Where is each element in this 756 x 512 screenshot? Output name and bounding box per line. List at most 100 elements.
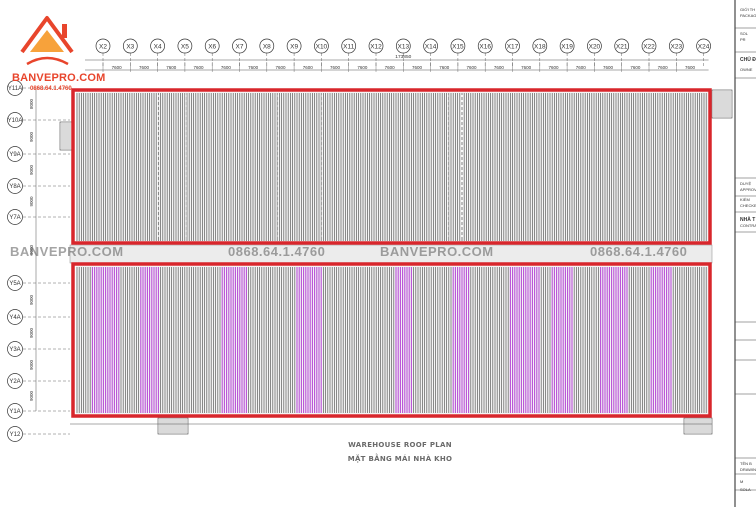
grid-row-label: Y12 xyxy=(10,432,21,438)
grid-bubble xyxy=(7,426,23,442)
title-block-label: PR xyxy=(740,37,746,42)
dimension-text: 7600 xyxy=(412,65,423,70)
title-block-label: CHECKE xyxy=(740,203,756,208)
lower-highlight-frame xyxy=(71,262,712,418)
grid-bubble xyxy=(7,309,23,325)
grid-column-label: X12 xyxy=(370,44,382,51)
grid-row-label: Y11A xyxy=(8,86,22,92)
watermark: 0868.64.1.4760 xyxy=(228,244,326,259)
brand-logo-icon xyxy=(20,16,74,66)
grid-column-label: X24 xyxy=(698,44,710,51)
grid-bubble xyxy=(341,38,357,54)
dimension-text: 7600 xyxy=(330,65,341,70)
title-block-label: NHÀ T xyxy=(740,217,756,223)
grid-columns: X2 X3 X4 X5 X6 X7 X8 X9 X10 X11 X12 X13 X14 X15 X16 X17… xyxy=(95,38,711,66)
grid-column-label: X7 xyxy=(236,44,244,51)
grid-bubble xyxy=(614,38,630,54)
dimension-text: 9000 xyxy=(29,359,34,370)
grid-bubble xyxy=(505,38,520,54)
dimension-text: 7600 xyxy=(494,65,505,70)
title-block-label: CHỦ Đ xyxy=(740,57,756,63)
grid-rows: Y11A Y10A Y9A Y8A Y7A Y5A Y4A Y3A Y2A Y1A Y12 xyxy=(7,80,70,442)
plan-subtitle: MẶT BẰNG MÁI NHÀ KHO xyxy=(347,455,453,463)
title-block-label: SOLA xyxy=(740,487,751,492)
grid-bubble xyxy=(7,275,23,291)
grid-bubble xyxy=(7,373,23,389)
logo-chimney xyxy=(62,24,67,38)
title-block-label: OWNE xyxy=(740,67,753,72)
dimension-text: 173850 xyxy=(395,54,411,60)
title-block-label: SOL xyxy=(740,31,749,36)
grid-column-label: X2 xyxy=(99,44,107,51)
plan-title: WAREHOUSE ROOF PLAN xyxy=(348,441,452,449)
grid-column-label: X21 xyxy=(616,44,628,51)
brand-phone: 0868.64.1.4760 xyxy=(30,86,72,92)
grid-column-label: X18 xyxy=(534,44,546,51)
dimension-text: 7600 xyxy=(630,65,641,70)
grid-row-label: Y1A xyxy=(9,409,20,415)
grid-column-label: X8 xyxy=(263,44,271,51)
dimension-text: 7600 xyxy=(439,65,450,70)
dimension-text: 9000 xyxy=(29,196,34,207)
watermark: BANVEPRO.COM xyxy=(10,244,124,259)
grid-column-label: X10 xyxy=(316,44,328,51)
dimension-text: 7600 xyxy=(576,65,587,70)
grid-column-label: X23 xyxy=(671,44,683,51)
watermark: BANVEPRO.COM xyxy=(380,244,494,259)
dimension-text: 9000 xyxy=(29,327,34,338)
grid-column-label: X22 xyxy=(643,44,655,51)
title-block-label: KIỂM xyxy=(740,197,750,202)
logo-swoosh xyxy=(26,56,69,66)
grid-bubble xyxy=(232,38,247,54)
title-block-label: APPROV xyxy=(740,187,756,192)
brand-name: BANVEPRO.COM xyxy=(12,72,106,84)
grid-row-label: Y8A xyxy=(9,184,20,190)
title-block-label: TÊN B xyxy=(740,461,752,466)
dimension-text: 9000 xyxy=(29,390,34,401)
grid-bubble xyxy=(477,38,493,54)
grid-bubble xyxy=(395,38,411,54)
roof-sheets-lower xyxy=(76,266,713,435)
gutter-box xyxy=(683,417,713,435)
grid-bubble xyxy=(286,38,302,54)
grid-bubble xyxy=(95,38,111,54)
grid-bubble xyxy=(314,38,329,54)
logo-roof xyxy=(20,16,74,54)
watermark: 0868.64.1.4760 xyxy=(590,244,688,259)
dimension-text: 7600 xyxy=(385,65,396,70)
grid-column-label: X4 xyxy=(154,44,162,51)
grid-bubble xyxy=(450,38,466,54)
title-block-label: PACKAGE xyxy=(740,13,756,18)
title-block-label: CONTRA xyxy=(740,223,756,228)
dimension-text: 9000 xyxy=(29,164,34,175)
grid-bubble xyxy=(7,403,23,419)
grid-bubble xyxy=(587,38,602,54)
grid-row-label: Y5A xyxy=(9,281,20,287)
dimension-text: 7600 xyxy=(685,65,696,70)
grid-bubble xyxy=(7,178,23,194)
dimension-text: 7600 xyxy=(194,65,205,70)
grid-bubble xyxy=(7,146,23,162)
grid-row-label: Y3A xyxy=(9,347,20,353)
dimension-text: 7600 xyxy=(112,65,123,70)
title-block-label: M xyxy=(740,479,744,484)
grid-column-label: X17 xyxy=(507,44,519,51)
dimension-text: 7600 xyxy=(467,65,478,70)
grid-column-label: X13 xyxy=(398,44,410,51)
grid-bubble xyxy=(668,38,684,54)
dimension-text: 7600 xyxy=(248,65,259,70)
dimension-text: 7600 xyxy=(303,65,314,70)
logo-house xyxy=(30,30,64,52)
dimension-text: 7600 xyxy=(357,65,368,70)
grid-bubble xyxy=(423,38,438,54)
grid-bubble xyxy=(532,38,548,54)
roof-sheets-upper xyxy=(59,89,733,264)
gutter-box xyxy=(157,417,189,435)
grid-row-label: Y2A xyxy=(9,379,20,385)
grid-column-label: X20 xyxy=(589,44,601,51)
dimension-text: 7600 xyxy=(603,65,614,70)
grid-row-label: Y10A xyxy=(8,118,23,124)
upper-highlight-frame xyxy=(71,88,712,245)
